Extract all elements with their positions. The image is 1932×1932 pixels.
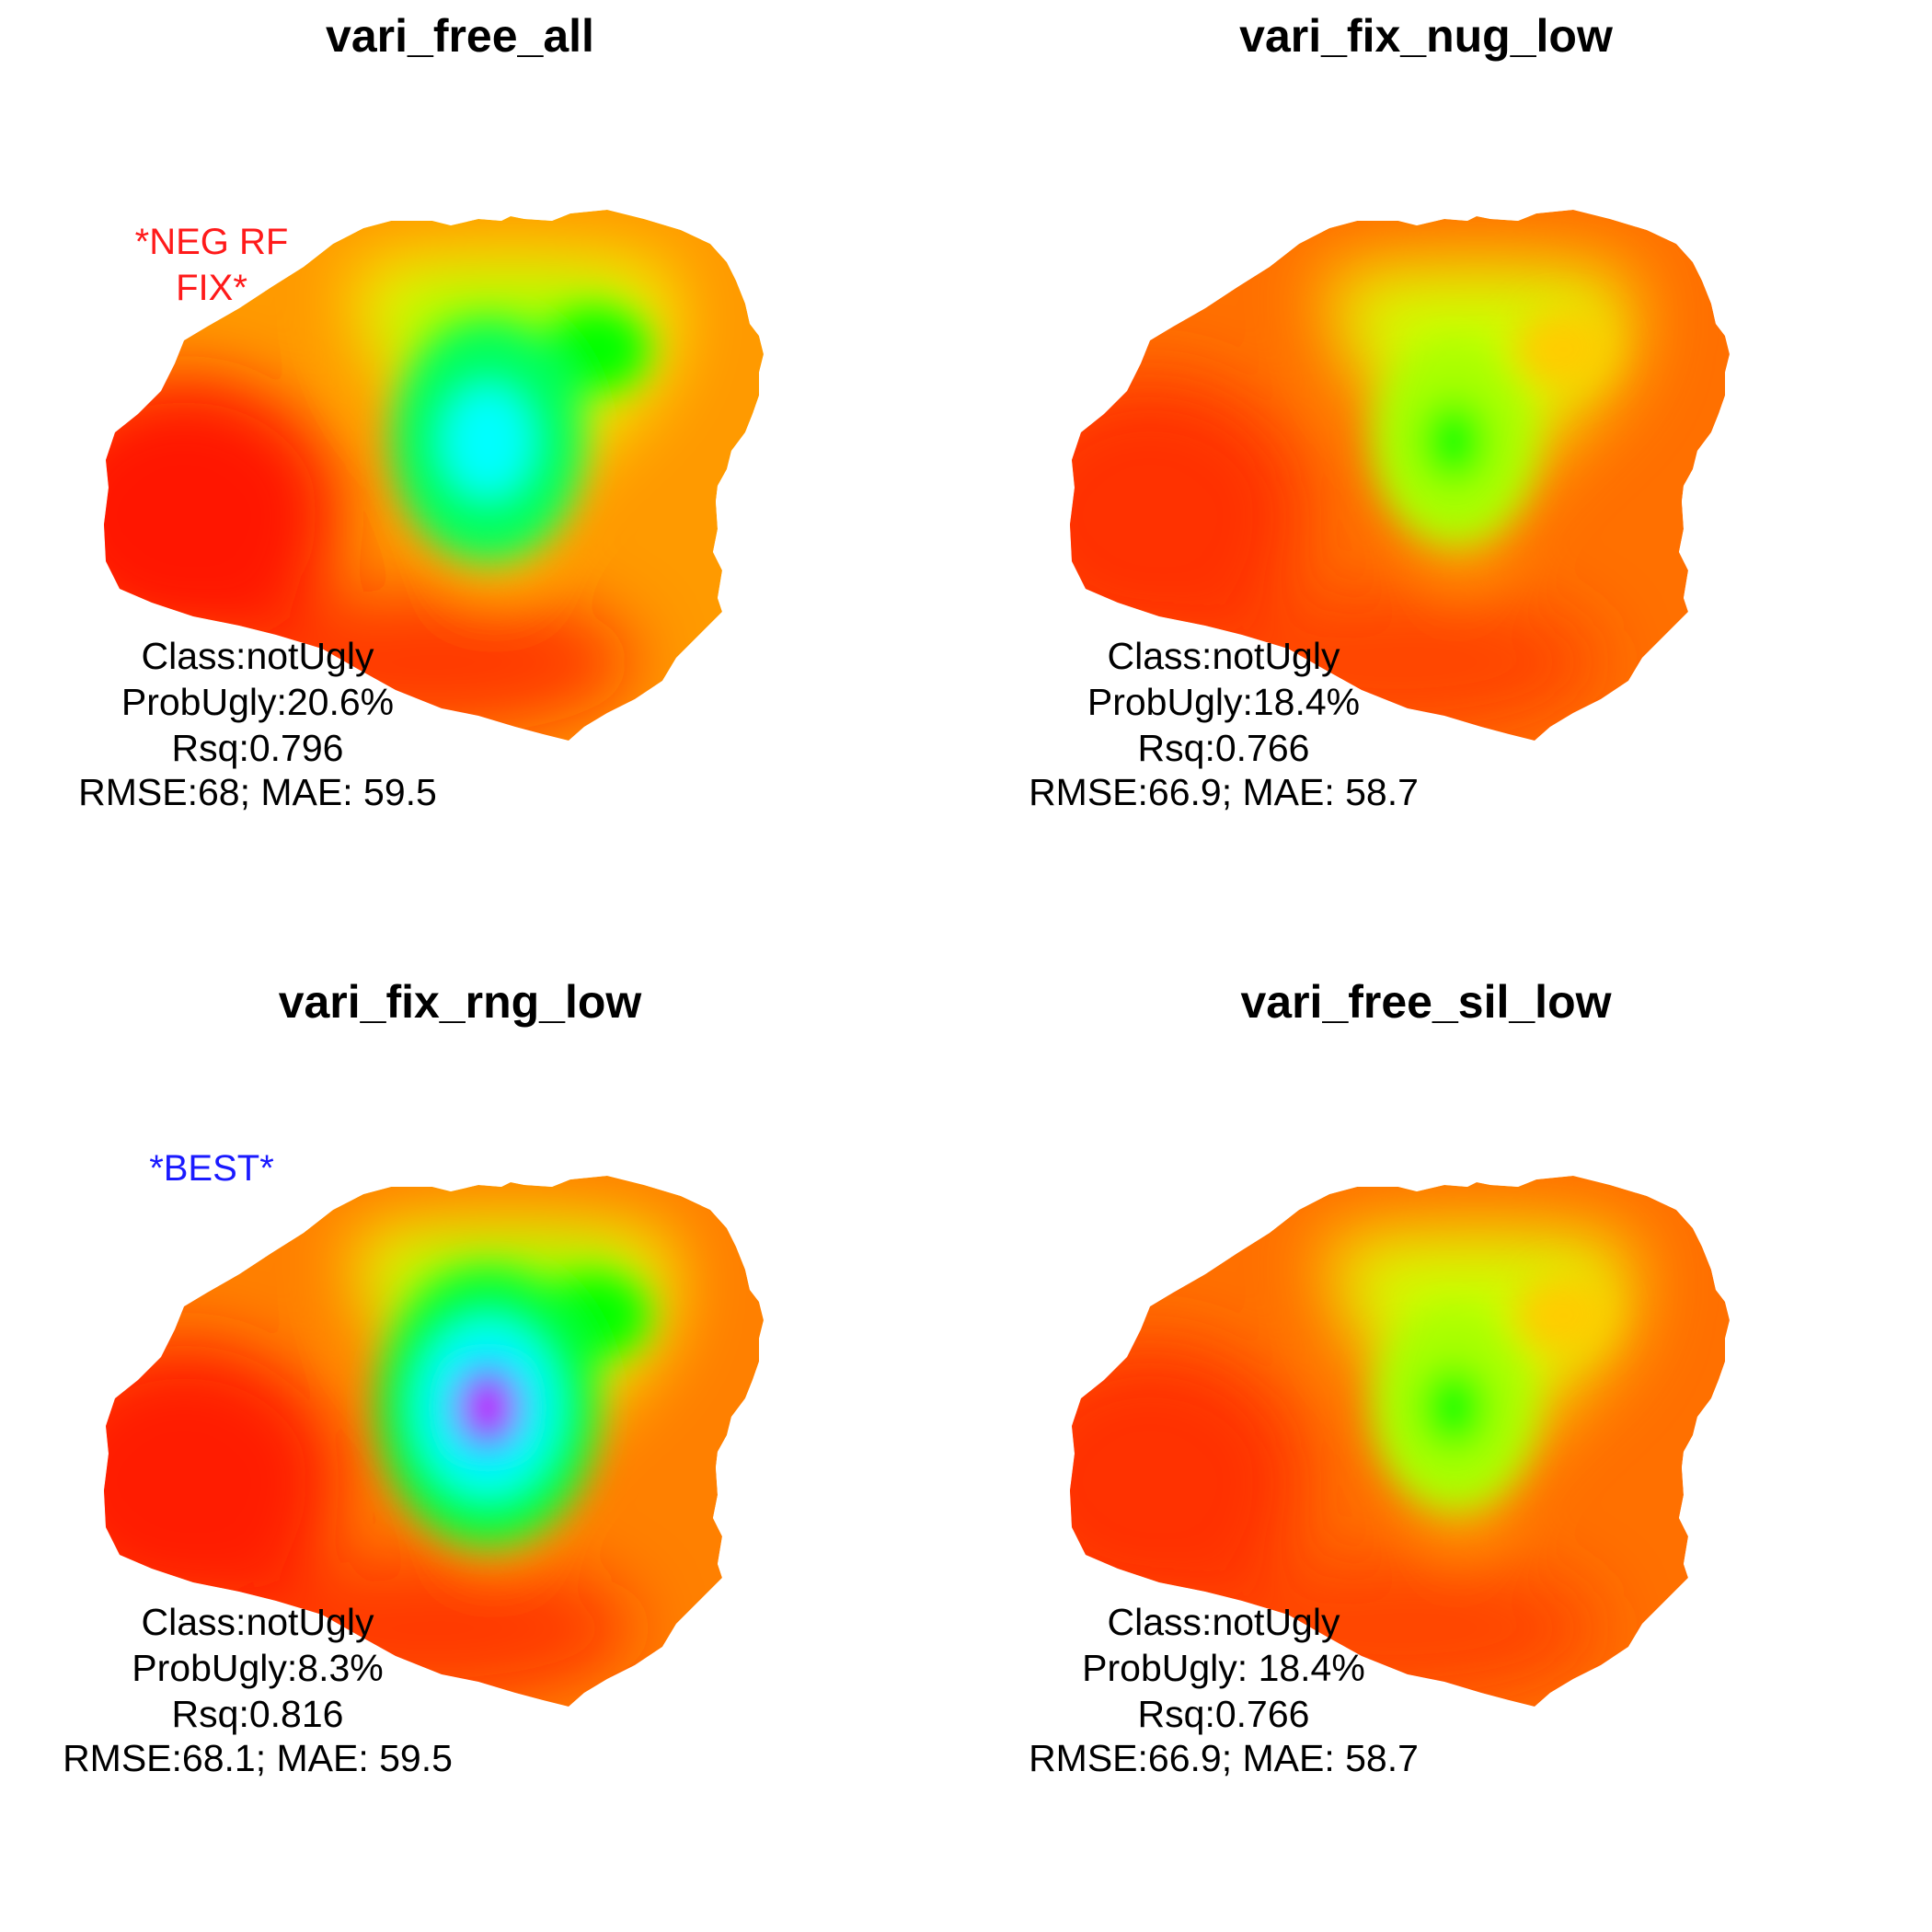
- stat-rmse-mae: RMSE:68; MAE: 59.5: [78, 771, 437, 813]
- stat-prob-ugly: ProbUgly:18.4%: [1087, 681, 1361, 723]
- rainfall-surface: [104, 1176, 764, 1707]
- panel-title: vari_fix_rng_low: [278, 976, 642, 1028]
- panel-title: vari_free_all: [326, 10, 594, 62]
- stat-prob-ugly: ProbUgly:20.6%: [121, 681, 395, 723]
- rainfall-map: [104, 210, 764, 741]
- stat-rmse-mae: RMSE:66.9; MAE: 58.7: [1029, 771, 1419, 813]
- rainfall-map: [1070, 1176, 1730, 1707]
- stat-rsq: Rsq:0.816: [171, 1693, 344, 1735]
- panel-title: vari_free_sil_low: [1240, 976, 1612, 1028]
- rainfall-map: [1070, 210, 1730, 741]
- stat-rmse-mae: RMSE:66.9; MAE: 58.7: [1029, 1737, 1419, 1779]
- panel-vari-fix-rng-low: vari_fix_rng_low *BEST* Class:notUgly Pr…: [0, 966, 966, 1932]
- flag-label: *BEST*: [149, 1148, 274, 1189]
- stats-block: Class:notUgly ProbUgly:18.4% Rsq:0.766 R…: [966, 635, 1481, 819]
- stats-block: Class:notUgly ProbUgly:8.3% Rsq:0.816 RM…: [0, 1601, 515, 1785]
- panel-title: vari_fix_nug_low: [1239, 10, 1613, 62]
- rainfall-map: [104, 1176, 764, 1707]
- panel-vari-free-sil-low: vari_free_sil_low Class:notUgly ProbUgly…: [966, 966, 1932, 1932]
- stat-rsq: Rsq:0.796: [171, 727, 344, 769]
- stat-rmse-mae: RMSE:68.1; MAE: 59.5: [63, 1737, 453, 1779]
- stat-class: Class:notUgly: [1107, 1601, 1340, 1643]
- stats-block: Class:notUgly ProbUgly:20.6% Rsq:0.796 R…: [0, 635, 515, 819]
- flag-label: *NEG RF FIX*: [134, 222, 289, 308]
- panel-vari-fix-nug-low: vari_fix_nug_low Class:notUgly ProbUgly:…: [966, 0, 1932, 966]
- stat-rsq: Rsq:0.766: [1137, 1693, 1310, 1735]
- stat-class: Class:notUgly: [141, 635, 374, 677]
- stat-class: Class:notUgly: [141, 1601, 374, 1643]
- stat-prob-ugly: ProbUgly: 18.4%: [1082, 1647, 1365, 1689]
- stat-class: Class:notUgly: [1107, 635, 1340, 677]
- stat-prob-ugly: ProbUgly:8.3%: [132, 1647, 384, 1689]
- stats-block: Class:notUgly ProbUgly: 18.4% Rsq:0.766 …: [966, 1601, 1481, 1785]
- panel-vari-free-all: vari_free_all *NEG RF FIX* Class:notUgly…: [0, 0, 966, 966]
- stat-rsq: Rsq:0.766: [1137, 727, 1310, 769]
